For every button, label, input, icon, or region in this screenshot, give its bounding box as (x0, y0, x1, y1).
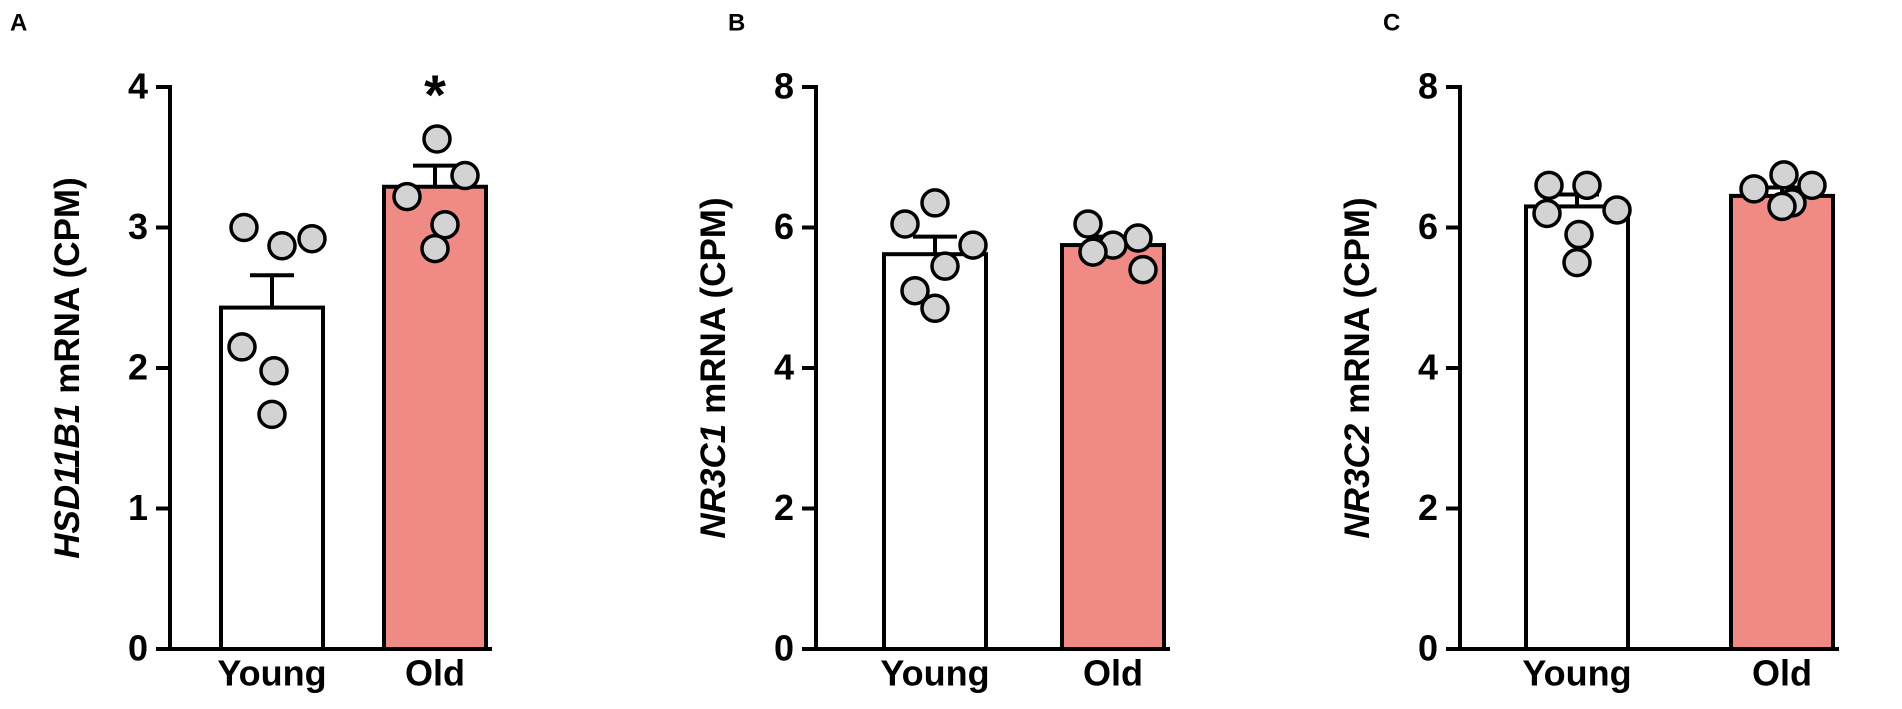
x-tick-label: Young (880, 653, 989, 694)
y-axis-label-text: mRNA (CPM) (694, 197, 733, 413)
bar (1060, 243, 1166, 651)
panel-label: C (1383, 9, 1400, 36)
y-tick-label: 1 (128, 487, 148, 528)
data-point (392, 181, 422, 212)
data-point (1534, 170, 1564, 201)
y-tick-label: 3 (128, 206, 148, 247)
data-point (420, 233, 450, 264)
y-axis-label-gene: HSD11B1 (48, 404, 87, 559)
data-point (1532, 198, 1562, 229)
data-point (227, 332, 257, 362)
y-tick-label: 4 (1418, 347, 1438, 388)
panel-label: B (728, 9, 745, 36)
y-axis-label: NR3C1 mRNA (CPM) (694, 197, 733, 538)
data-point (450, 160, 480, 191)
y-axis-label-gene: NR3C1 (694, 424, 733, 539)
data-point (1797, 170, 1827, 201)
y-tick-label: 2 (128, 347, 148, 388)
data-point (1767, 191, 1797, 222)
y-tick-label: 6 (774, 206, 794, 247)
data-point (297, 223, 327, 254)
bar (1524, 204, 1630, 652)
data-point (1739, 174, 1769, 204)
y-tick-label: 0 (128, 628, 148, 669)
panel-label: A (10, 9, 27, 36)
data-point (1562, 247, 1592, 278)
x-tick-label: Young (217, 653, 326, 694)
y-tick-label: 2 (1418, 487, 1438, 528)
data-point (958, 230, 988, 260)
data-point (422, 124, 452, 154)
y-tick-label: 2 (774, 487, 794, 528)
data-point (920, 188, 950, 218)
x-tick-label: Young (1522, 653, 1631, 694)
bar (382, 184, 488, 651)
data-point (430, 209, 460, 240)
data-point (920, 293, 950, 324)
x-tick-label: Old (405, 653, 465, 694)
bar (1729, 193, 1835, 651)
y-tick-label: 4 (128, 66, 148, 107)
data-point (900, 275, 930, 306)
y-axis-label: NR3C2 mRNA (CPM) (1338, 197, 1377, 538)
data-point (1564, 219, 1594, 250)
x-tick-label: Old (1752, 653, 1812, 694)
data-point (259, 356, 289, 386)
data-point (1128, 254, 1158, 285)
data-point (229, 212, 259, 243)
y-tick-label: 8 (774, 66, 794, 107)
y-axis-label-gene: NR3C2 (1338, 423, 1377, 538)
data-point (1769, 160, 1799, 190)
y-axis-label-text: mRNA (CPM) (48, 177, 87, 393)
data-point (267, 231, 297, 261)
data-point (1602, 195, 1632, 225)
y-tick-label: 4 (774, 347, 794, 388)
data-point (257, 399, 287, 430)
y-tick-label: 6 (1418, 206, 1438, 247)
data-point (890, 209, 920, 239)
y-axis-label: HSD11B1 mRNA (CPM) (48, 177, 87, 558)
y-tick-label: 0 (774, 628, 794, 669)
y-tick-label: 8 (1418, 66, 1438, 107)
x-tick-label: Old (1083, 653, 1143, 694)
significance-marker: * (424, 63, 446, 126)
data-point (1073, 209, 1103, 239)
y-tick-label: 0 (1418, 628, 1438, 669)
data-point (1123, 223, 1153, 253)
data-point (1572, 170, 1602, 201)
data-point (930, 251, 960, 281)
y-axis-label-text: mRNA (CPM) (1338, 197, 1377, 413)
data-point (1078, 237, 1108, 267)
